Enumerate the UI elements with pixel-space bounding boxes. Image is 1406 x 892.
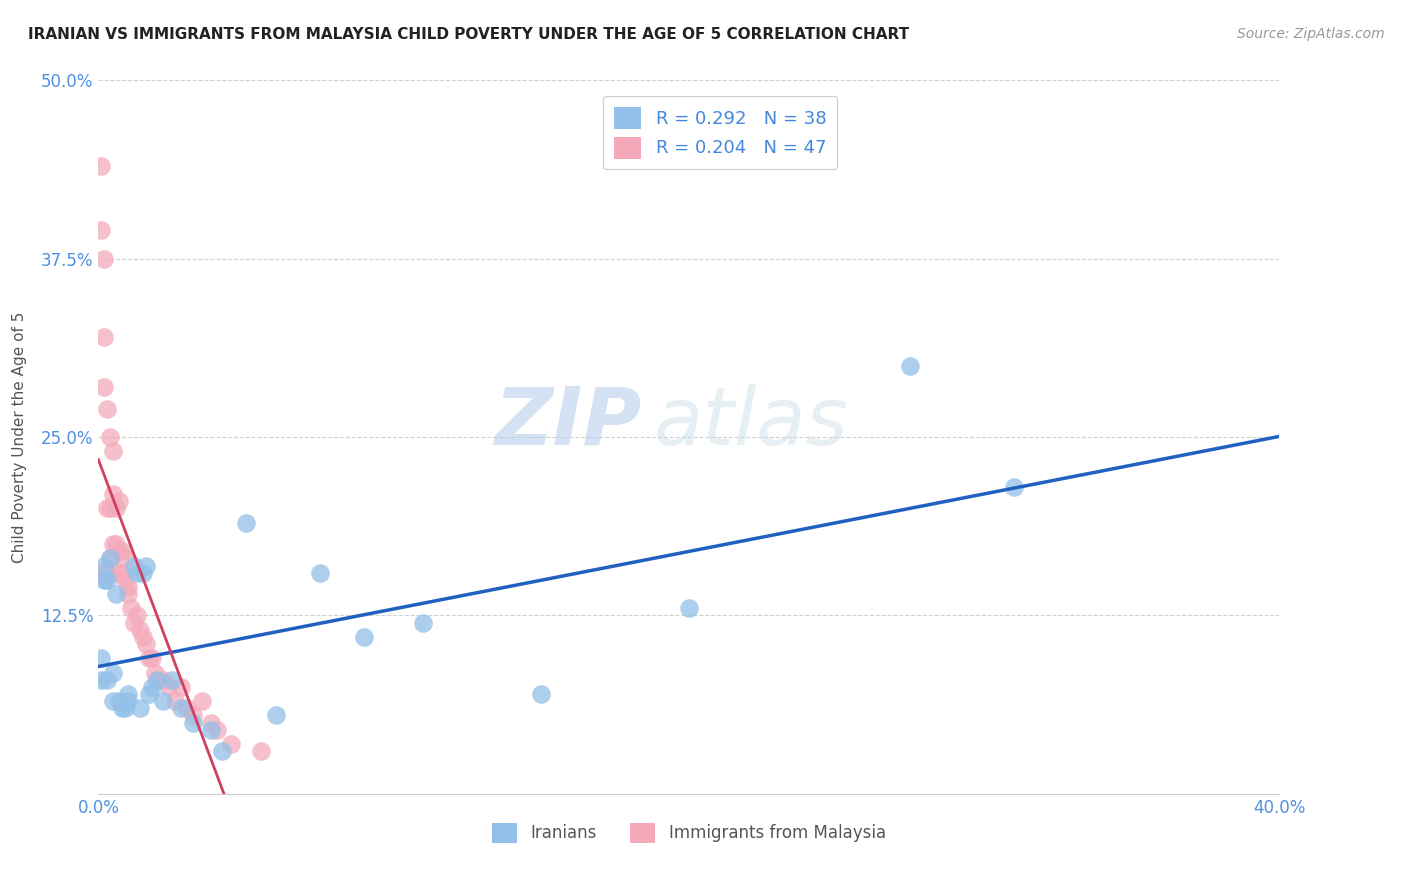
Point xyxy=(114,551,136,566)
Point xyxy=(93,573,115,587)
Point xyxy=(138,651,160,665)
Point xyxy=(120,601,142,615)
Point xyxy=(103,537,125,551)
Point xyxy=(114,573,136,587)
Point xyxy=(157,680,180,694)
Point xyxy=(96,573,118,587)
Point xyxy=(1002,480,1025,494)
Point xyxy=(105,587,128,601)
Point xyxy=(205,723,228,737)
Point xyxy=(93,252,115,266)
Point xyxy=(108,544,131,558)
Point xyxy=(132,566,155,580)
Text: Source: ZipAtlas.com: Source: ZipAtlas.com xyxy=(1237,27,1385,41)
Point xyxy=(125,566,148,580)
Point xyxy=(111,544,134,558)
Point xyxy=(103,444,125,458)
Point xyxy=(122,615,145,630)
Y-axis label: Child Poverty Under the Age of 5: Child Poverty Under the Age of 5 xyxy=(13,311,27,563)
Point xyxy=(98,551,121,566)
Point xyxy=(93,380,115,394)
Point xyxy=(309,566,332,580)
Point xyxy=(108,694,131,708)
Point xyxy=(105,501,128,516)
Point xyxy=(93,558,115,573)
Point xyxy=(146,673,169,687)
Point xyxy=(146,673,169,687)
Point xyxy=(132,630,155,644)
Point xyxy=(90,566,112,580)
Point xyxy=(103,694,125,708)
Point xyxy=(170,680,193,694)
Point xyxy=(111,701,134,715)
Point xyxy=(117,687,139,701)
Point xyxy=(96,566,118,580)
Point xyxy=(235,516,257,530)
Point xyxy=(93,330,115,344)
Point xyxy=(162,673,183,687)
Point xyxy=(125,608,148,623)
Point xyxy=(200,723,222,737)
Point xyxy=(90,159,112,173)
Point xyxy=(900,359,922,373)
Point xyxy=(103,665,125,680)
Point xyxy=(141,651,163,665)
Point xyxy=(117,694,139,708)
Text: IRANIAN VS IMMIGRANTS FROM MALAYSIA CHILD POVERTY UNDER THE AGE OF 5 CORRELATION: IRANIAN VS IMMIGRANTS FROM MALAYSIA CHIL… xyxy=(28,27,910,42)
Text: atlas: atlas xyxy=(654,384,848,462)
Point xyxy=(128,701,150,715)
Point xyxy=(181,715,204,730)
Point xyxy=(221,737,243,751)
Point xyxy=(143,665,166,680)
Point xyxy=(152,694,174,708)
Point xyxy=(128,623,150,637)
Point xyxy=(191,694,214,708)
Point xyxy=(678,601,700,615)
Point xyxy=(114,701,136,715)
Point xyxy=(108,566,131,580)
Point xyxy=(90,223,112,237)
Point xyxy=(211,744,233,758)
Point xyxy=(90,651,112,665)
Point xyxy=(117,587,139,601)
Point xyxy=(108,494,131,508)
Point xyxy=(135,558,157,573)
Point xyxy=(181,708,204,723)
Point xyxy=(96,501,118,516)
Point xyxy=(98,551,121,566)
Point xyxy=(117,580,139,594)
Point xyxy=(135,637,157,651)
Point xyxy=(96,673,118,687)
Point xyxy=(105,537,128,551)
Point xyxy=(264,708,287,723)
Legend: Iranians, Immigrants from Malaysia: Iranians, Immigrants from Malaysia xyxy=(485,816,893,850)
Point xyxy=(530,687,553,701)
Point xyxy=(176,701,198,715)
Point xyxy=(152,673,174,687)
Point xyxy=(250,744,273,758)
Point xyxy=(200,715,222,730)
Point xyxy=(353,630,375,644)
Point xyxy=(90,673,112,687)
Point xyxy=(170,701,193,715)
Point xyxy=(98,430,121,444)
Point xyxy=(141,680,163,694)
Point xyxy=(98,501,121,516)
Point xyxy=(412,615,434,630)
Point xyxy=(138,687,160,701)
Point xyxy=(103,487,125,501)
Point xyxy=(111,566,134,580)
Point xyxy=(96,401,118,416)
Point xyxy=(122,558,145,573)
Point xyxy=(165,694,187,708)
Text: ZIP: ZIP xyxy=(495,384,641,462)
